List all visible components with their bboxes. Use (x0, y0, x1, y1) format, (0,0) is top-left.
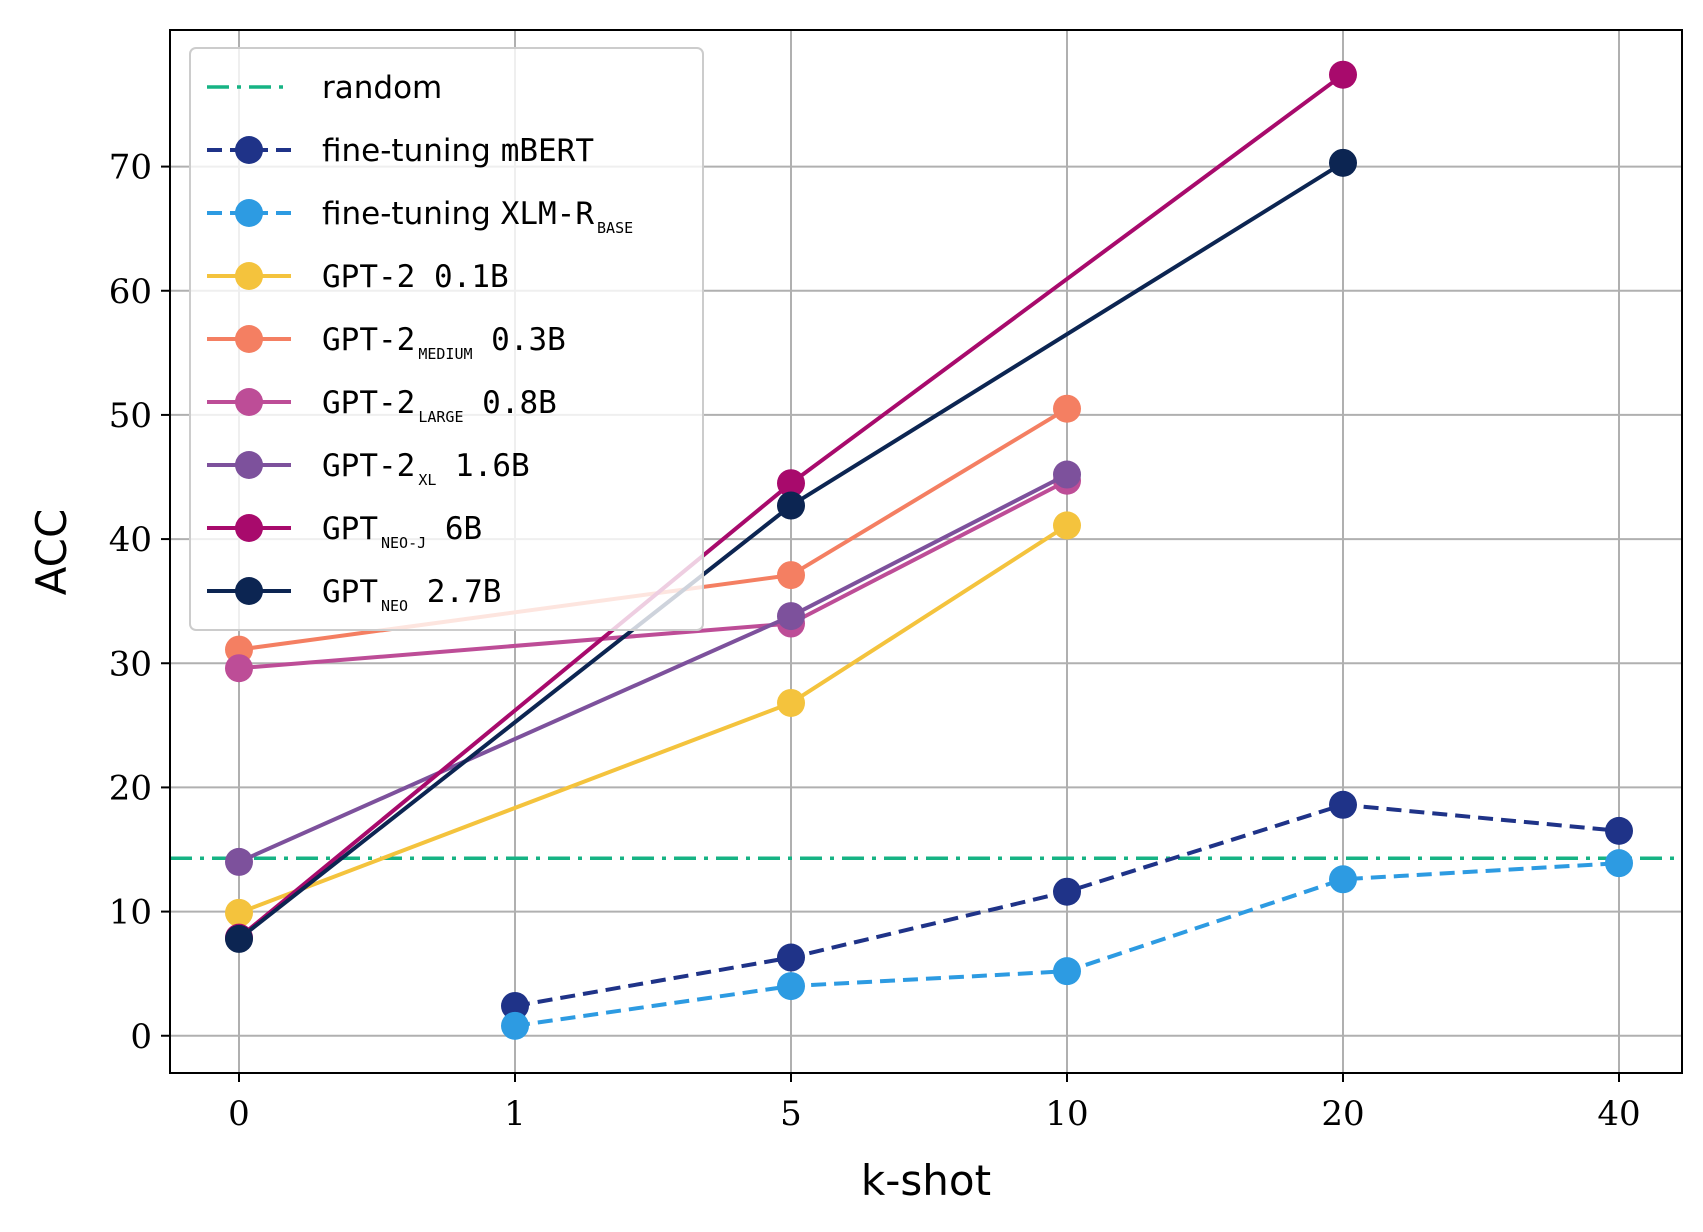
x-tick-label: 40 (1597, 1094, 1640, 1134)
series-group (225, 460, 1081, 876)
data-point (1329, 790, 1357, 819)
legend-label: GPT NEO 2.7B (322, 574, 501, 615)
x-axis-ticks: 0 1 5 10 20 40 (228, 1073, 1641, 1134)
legend-entry: GPT-2 0.1B (207, 259, 509, 295)
data-point (501, 991, 529, 1020)
y-tick-label: 60 (109, 272, 152, 312)
legend-label: GPT-2 0.1B (322, 259, 509, 295)
legend-marker (235, 136, 263, 164)
y-tick-label: 10 (109, 893, 152, 933)
legend-entry: GPT-2 MEDIUM 0.3B (207, 322, 566, 363)
x-tick-label: 10 (1045, 1094, 1088, 1134)
x-tick-label: 20 (1321, 1094, 1364, 1134)
legend-label: fine-tuning mBERT (322, 133, 594, 169)
legend-label: GPT NEO-J 6B (322, 511, 482, 552)
data-point (1053, 460, 1081, 489)
legend-marker (235, 388, 263, 416)
data-point (501, 1011, 529, 1040)
legend-entry: GPT NEO 2.7B (207, 574, 501, 615)
data-point (1053, 394, 1081, 423)
data-point (777, 491, 805, 520)
data-point (1329, 865, 1357, 894)
x-tick-label: 0 (228, 1094, 250, 1134)
legend-entry: fine-tuning XLM-R BASE (207, 196, 633, 237)
legend: random fine-tuning mBERT fine-tuning XLM-R… (189, 47, 704, 631)
series-group (225, 148, 1357, 953)
data-point (225, 847, 253, 876)
series-group (501, 790, 1633, 1020)
legend-label: random (322, 70, 442, 106)
x-axis-label: k-shot (861, 1156, 991, 1205)
data-point (1053, 877, 1081, 906)
data-point (1605, 816, 1633, 845)
legend-marker (235, 451, 263, 479)
legend-label: GPT-2 XL 1.6B (322, 448, 530, 489)
data-point (777, 561, 805, 590)
y-axis-ticks: 0 10 20 30 40 50 60 70 (109, 148, 170, 1057)
data-point (225, 654, 253, 683)
legend-entry: GPT-2 LARGE 0.8B (207, 385, 557, 426)
data-point (1329, 60, 1357, 89)
legend-entry: fine-tuning mBERT (207, 133, 594, 169)
data-point (1053, 957, 1081, 986)
legend-entry: GPT NEO-J 6B (207, 511, 482, 552)
plot-frame (169, 29, 1683, 1074)
x-tick-label: 1 (504, 1094, 526, 1134)
data-point (1329, 148, 1357, 177)
legend-entry: GPT-2 XL 1.6B (207, 448, 530, 489)
y-tick-label: 50 (109, 396, 152, 436)
series-group (225, 511, 1081, 927)
y-tick-label: 0 (130, 1017, 152, 1057)
series-lines (225, 60, 1633, 1040)
y-tick-label: 20 (109, 768, 152, 808)
legend-marker (235, 514, 263, 542)
data-point (225, 898, 253, 927)
data-point (777, 469, 805, 498)
legend-label: GPT-2 MEDIUM 0.3B (322, 322, 566, 363)
data-point (1605, 849, 1633, 878)
data-point (777, 943, 805, 972)
data-point (1053, 511, 1081, 540)
data-point (777, 688, 805, 717)
legend-marker (235, 262, 263, 290)
legend-frame (189, 47, 704, 631)
data-point (225, 924, 253, 953)
legend-entry: random (207, 70, 442, 106)
y-tick-label: 30 (109, 644, 152, 684)
legend-marker (235, 199, 263, 227)
legend-label: GPT-2 LARGE 0.8B (322, 385, 557, 426)
y-axis-label: ACC (27, 509, 76, 596)
y-tick-label: 40 (109, 520, 152, 560)
data-point (777, 972, 805, 1001)
legend-marker (235, 577, 263, 605)
legend-marker (235, 325, 263, 353)
legend-label: fine-tuning XLM-R BASE (322, 196, 633, 237)
data-point (777, 602, 805, 631)
y-tick-label: 70 (109, 148, 152, 188)
x-tick-label: 5 (780, 1094, 802, 1134)
series-group (501, 849, 1633, 1040)
